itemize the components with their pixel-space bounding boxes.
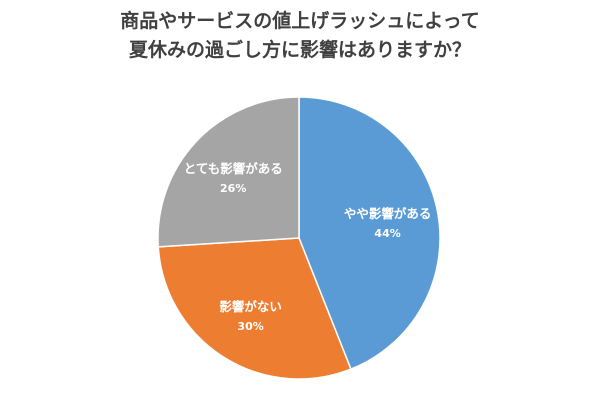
slice-totemo-eikyou xyxy=(157,96,300,248)
slice-label-0: やや影響がある xyxy=(344,206,432,221)
slice-value-2: 26% xyxy=(220,182,246,195)
slice-value-0: 44% xyxy=(374,227,400,240)
slice-label-1: 影響がない xyxy=(219,299,282,314)
slice-eikyou-nai xyxy=(157,237,352,380)
chart-title-line-1: 商品やサービスの値上げラッシュによって xyxy=(120,10,480,32)
slice-value-1: 30% xyxy=(237,320,263,333)
chart-title-line-2: 夏休みの過ごし方に影響はありますか？ xyxy=(128,39,471,61)
slice-yaya-eikyou xyxy=(298,96,441,371)
pie-slices xyxy=(157,96,441,380)
slice-label-2: とても影響がある xyxy=(184,161,283,176)
pie-labels: やや影響がある 44% 影響がない 30% とても影響がある 26% xyxy=(184,161,432,333)
